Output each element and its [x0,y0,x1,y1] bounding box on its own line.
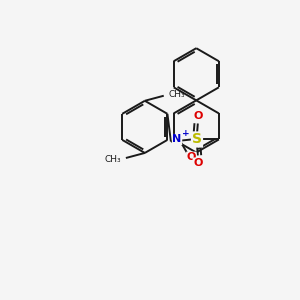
Text: O: O [193,111,203,121]
Text: O: O [187,152,196,162]
Text: N: N [172,134,182,145]
Text: +: + [182,129,189,138]
Text: CH₃: CH₃ [169,90,185,99]
Text: S: S [192,133,202,146]
Text: CH₃: CH₃ [104,155,121,164]
Text: O: O [193,158,203,168]
Text: −: − [195,157,203,167]
